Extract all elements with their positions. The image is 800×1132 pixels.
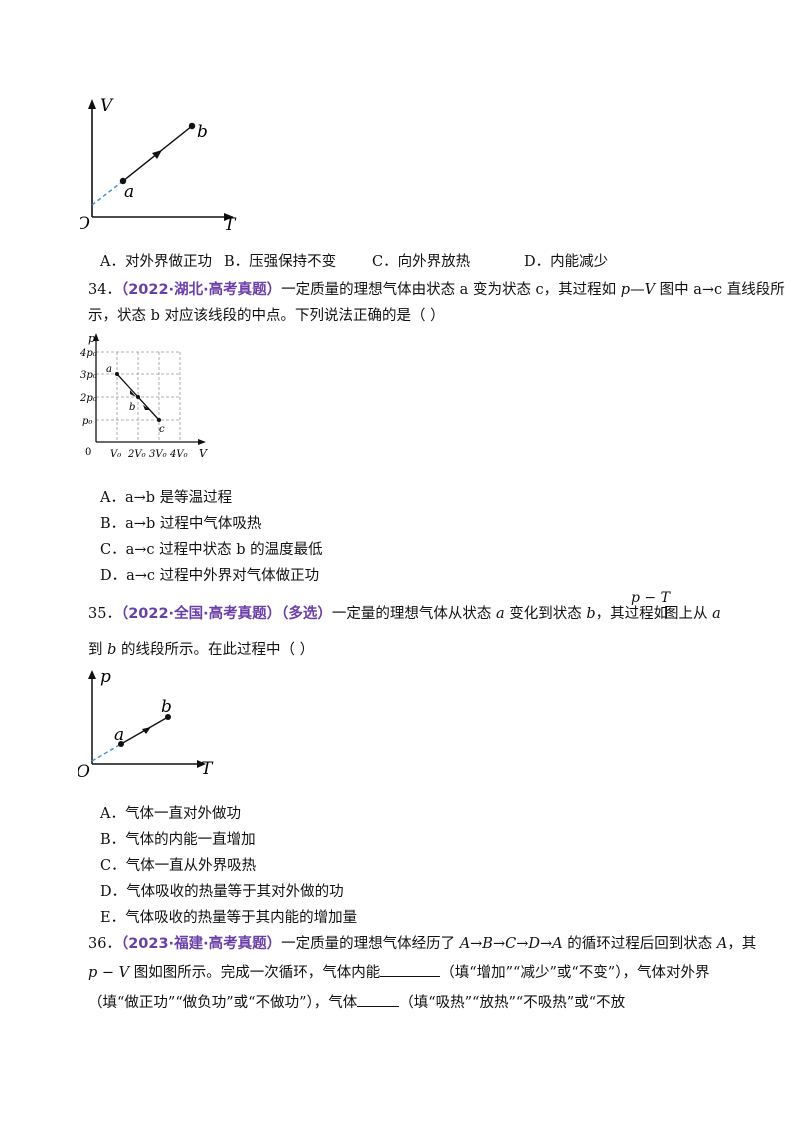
point-b-label: b <box>161 697 172 717</box>
q36-source-tag: （2023·福建·高考真题） <box>120 936 282 952</box>
q33-option-a[interactable]: A．对外界做正功 <box>100 254 212 270</box>
q35-state-b: b <box>586 606 596 622</box>
v-axis-label: V <box>100 96 114 116</box>
q34-stem-line2: 示，状态 b 对应该线段的中点。下列说法正确的是（ ） <box>88 308 445 324</box>
q34-stem-tail: 图中 a→c 直线段所 <box>655 282 785 298</box>
y-tick-p0: p₀ <box>82 416 92 427</box>
pt-graph: p T O a b <box>78 667 214 781</box>
q36-stem-line2: p − V 图如图所示。完成一次循环，气体内能 （填“增加”“减少”或“不变”），… <box>88 962 709 983</box>
x-tick-v0: V₀ <box>110 449 121 460</box>
point-a-label: a <box>106 364 112 375</box>
q36-stem-line3: （填“做正功”“做负功”或“不做功”），气体 （填“吸热”“放热”“不吸热”或“不… <box>88 992 625 1013</box>
t-axis-label: T <box>224 215 237 235</box>
q34-stem-text: 一定质量的理想气体由状态 a 变为状态 c，其过程如 <box>281 282 621 298</box>
t-axis-label: T <box>201 759 214 779</box>
point-b-label: b <box>197 122 208 142</box>
q36-state-a: A <box>716 936 728 952</box>
pv-graph: p V 0 4p₀ 3p₀ 2p₀ p₀ V₀ 2V₀ 3V₀ 4V₀ a b … <box>80 332 208 460</box>
q36-blank-1[interactable] <box>380 962 441 977</box>
q33-option-c[interactable]: C．向外界放热 <box>372 254 471 270</box>
q35-option-e[interactable]: E．气体吸收的热量等于其内能的增加量 <box>100 910 358 926</box>
q35-end-text: 图上从 <box>664 606 713 622</box>
q34-option-a[interactable]: A．a→b 是等温过程 <box>100 490 233 506</box>
q35-stem-line2: 到 b 的线段所示。在此过程中（ ） <box>88 640 314 660</box>
q36-line2-text2: （填“增加”“减少”或“不变”），气体对外界 <box>440 965 710 981</box>
q33-option-b[interactable]: B．压强保持不变 <box>224 254 337 270</box>
q35-stem-text: 一定量的理想气体从状态 <box>331 606 496 622</box>
q34-source-tag: （2022·湖北·高考真题） <box>120 282 282 298</box>
q35-stem-mid: 变化到状态 <box>504 606 587 622</box>
q36-stem-tail: ，其 <box>727 936 757 952</box>
q36-stem-text: 一定质量的理想气体经历了 <box>281 936 460 952</box>
point-a-label: a <box>114 725 124 745</box>
y-tick-3p0: 3p₀ <box>80 370 97 381</box>
q35-end-a: a <box>712 606 721 622</box>
q35-number: 35． <box>88 606 121 622</box>
q35-stem-line1: 35．（2022·全国·高考真题）（多选）一定量的理想气体从状态 a 变化到状态… <box>88 604 668 624</box>
q36-line3-text2: （填“吸热”“放热”“不吸热”或“不放 <box>399 995 626 1011</box>
y-tick-2p0: 2p₀ <box>80 393 97 404</box>
point-b-label: b <box>129 402 135 413</box>
q33-option-d[interactable]: D．内能减少 <box>524 254 609 270</box>
origin-zero: 0 <box>85 447 91 458</box>
q36-stem-mid: 的循环过程后回到状态 <box>562 936 717 952</box>
point-c-label: c <box>159 424 165 435</box>
origin-label: O <box>78 762 90 781</box>
q36-line3-text1: （填“做正功”“做负功”或“不做功”），气体 <box>88 995 358 1011</box>
q35-state-a: a <box>495 606 505 622</box>
vt-graph: V T O a b <box>80 96 237 235</box>
q34-option-d[interactable]: D．a→c 过程中外界对气体做正功 <box>100 568 320 584</box>
q35-option-a[interactable]: A．气体一直对外做功 <box>100 806 241 822</box>
x-tick-4v0: 4V₀ <box>169 449 188 460</box>
q33-options: A．对外界做正功 B．压强保持不变 C．向外界放热 D．内能减少 <box>100 252 608 272</box>
q35-stem-tail: ，其过程如 <box>595 606 669 622</box>
q35-option-b[interactable]: B．气体的内能一直增加 <box>100 832 256 848</box>
q35-option-d[interactable]: D．气体吸收的热量等于其对外做的功 <box>100 884 344 900</box>
q35-stem-end: 图上从 a <box>664 604 721 624</box>
q36-blank-2[interactable] <box>357 992 400 1007</box>
q36-stem-line1: 36．（2023·福建·高考真题）一定质量的理想气体经历了 A→B→C→D→A … <box>88 934 756 954</box>
x-tick-3v0: 3V₀ <box>149 449 167 460</box>
q35-line2-b: b <box>107 642 117 658</box>
q35-source-tag: （2022·全国·高考真题）（多选） <box>120 606 332 622</box>
q35-line2-text: 的线段所示。在此过程中（ ） <box>116 642 315 658</box>
p-axis-label: p <box>88 332 95 345</box>
q36-number: 36． <box>88 936 121 952</box>
point-a-label: a <box>124 182 134 202</box>
q34-option-b[interactable]: B．a→b 过程中气体吸热 <box>100 516 262 532</box>
p-axis-label: p <box>100 667 111 687</box>
q35-option-c[interactable]: C．气体一直从外界吸热 <box>100 858 257 874</box>
x-tick-2v0: 2V₀ <box>127 449 146 460</box>
q34-number: 34． <box>88 282 121 298</box>
y-tick-4p0: 4p₀ <box>80 348 97 359</box>
q35-line2-pre: 到 <box>88 642 108 658</box>
q36-cycle: A→B→C→D→A <box>459 936 563 952</box>
q34-stem-line1: 34．（2022·湖北·高考真题）一定质量的理想气体由状态 a 变为状态 c，其… <box>88 280 785 300</box>
q34-option-c[interactable]: C．a→c 过程中状态 b 的温度最低 <box>100 542 323 558</box>
q34-pv-label: p—V <box>620 282 656 298</box>
q36-pv-label: p − V <box>88 965 130 981</box>
q35-pt-label: p − T <box>631 590 670 606</box>
q36-line2-text1: 图如图所示。完成一次循环，气体内能 <box>129 965 381 981</box>
origin-label: O <box>80 214 90 234</box>
v-axis-label: V <box>199 447 208 460</box>
